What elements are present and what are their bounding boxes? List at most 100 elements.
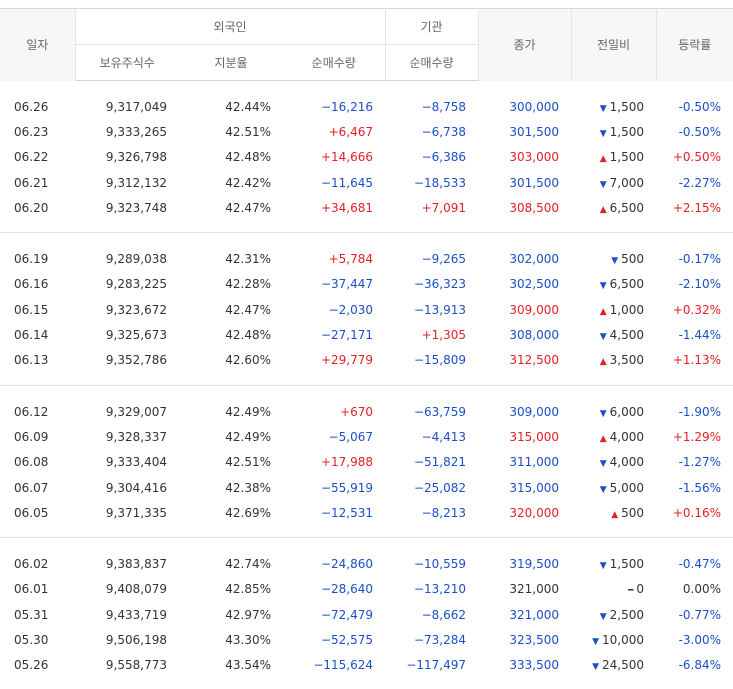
cell-close: 321,000 [509, 582, 560, 597]
cell-change-rate: -2.10% [678, 277, 722, 292]
cell-foreign-net-buy: +29,779 [320, 353, 374, 368]
triangle-down-icon: ▼ [599, 128, 607, 139]
cell-change: ▼ 1,500 [571, 119, 656, 144]
cell-institution-net-buy: −9,265 [421, 252, 467, 267]
cell-close: 309,000 [509, 302, 560, 317]
cell-foreign-net-buy: −72,479 [320, 607, 374, 622]
cell-change-rate: -0.47% [678, 557, 722, 572]
cell-close: 301,500 [509, 175, 560, 190]
cell-change: ▲ 1,000 [571, 297, 656, 322]
change-value: 1,500 [609, 150, 645, 165]
cell-close: 320,000 [509, 505, 560, 520]
cell-holdings: 9,371,335 [105, 505, 167, 520]
cell-institution-net-buy: −117,497 [406, 658, 467, 673]
triangle-down-icon: ▼ [592, 662, 600, 673]
spacer [0, 385, 733, 399]
cell-foreign-net-buy: −12,531 [320, 505, 374, 520]
cell-change-rate: +0.32% [672, 302, 722, 317]
table-row: 06.14 9,325,673 42.48% −27,171 +1,305 308,000… [0, 322, 733, 347]
cell-date: 06.14 [14, 328, 49, 343]
header-foreign: 외국인 [75, 8, 386, 45]
change-value: 6,500 [609, 277, 645, 292]
cell-institution-net-buy: −13,210 [413, 582, 467, 597]
cell-institution-net-buy: −15,809 [413, 353, 467, 368]
table-row: 06.07 9,304,416 42.38% −55,919 −25,082 315,00… [0, 475, 733, 500]
table-row: 05.26 9,558,773 43.54% −115,624 −117,497 333,… [0, 653, 733, 678]
header-holdings: 보유주식수 [75, 44, 179, 81]
change-value: 5,000 [609, 480, 645, 495]
group-divider [0, 525, 733, 539]
cell-change-rate: -0.50% [678, 124, 722, 139]
cell-change: ▼ 6,000 [571, 399, 656, 424]
cell-holdings: 9,304,416 [105, 480, 167, 495]
change-value: 4,500 [609, 328, 645, 343]
cell-change: ▼ 1,500 [571, 94, 656, 119]
cell-ratio: 42.38% [225, 480, 271, 495]
cell-close: 311,000 [509, 455, 560, 470]
cell-date: 06.20 [14, 200, 49, 215]
cell-change-rate: -2.27% [678, 175, 722, 190]
cell-change: ▼ 5,000 [571, 475, 656, 500]
cell-close: 309,000 [509, 404, 560, 419]
cell-close: 333,500 [509, 658, 560, 673]
table-row: 06.13 9,352,786 42.60% +29,779 −15,809 312,50… [0, 348, 733, 373]
change-value: 1,500 [609, 557, 645, 572]
header-institution: 기관 [385, 8, 479, 45]
cell-foreign-net-buy: −24,860 [320, 557, 374, 572]
cell-holdings: 9,323,748 [105, 200, 167, 215]
change-value: 1,500 [609, 99, 645, 114]
cell-change: ▼ 1,500 [571, 551, 656, 576]
cell-change: ▲ 6,500 [571, 195, 656, 220]
header-foreign-net-buy: 순매수량 [283, 44, 386, 81]
cell-institution-net-buy: −6,738 [421, 124, 467, 139]
cell-holdings: 9,289,038 [105, 252, 167, 267]
cell-holdings: 9,328,337 [105, 429, 167, 444]
cell-foreign-net-buy: −16,216 [320, 99, 374, 114]
cell-date: 06.16 [14, 277, 49, 292]
triangle-down-icon: ▼ [599, 332, 607, 343]
triangle-down-icon: ▼ [599, 611, 607, 622]
cell-foreign-net-buy: −37,447 [320, 277, 374, 292]
triangle-down-icon: ▼ [599, 484, 607, 495]
triangle-up-icon: ▲ [599, 357, 607, 368]
table-row: 06.26 9,317,049 42.44% −16,216 −8,758 300,000… [0, 94, 733, 119]
spacer [0, 538, 733, 552]
cell-holdings: 9,433,719 [105, 607, 167, 622]
cell-ratio: 42.44% [225, 99, 271, 114]
cell-date: 06.09 [14, 429, 49, 444]
cell-holdings: 9,312,132 [105, 175, 167, 190]
cell-close: 302,500 [509, 277, 560, 292]
change-value: 1,500 [609, 124, 645, 139]
spacer [0, 81, 733, 95]
cell-date: 06.13 [14, 353, 49, 368]
table-row: 05.30 9,506,198 43.30% −52,575 −73,284 323,50… [0, 627, 733, 652]
cell-change-rate: +0.16% [672, 505, 722, 520]
cell-change: ▼ 4,000 [571, 450, 656, 475]
cell-holdings: 9,383,837 [105, 557, 167, 572]
cell-holdings: 9,317,049 [105, 99, 167, 114]
cell-change-rate: 0.00% [682, 582, 722, 597]
cell-foreign-net-buy: −27,171 [320, 328, 374, 343]
cell-change: ▼ 2,500 [571, 602, 656, 627]
cell-close: 323,500 [509, 632, 560, 647]
cell-ratio: 42.69% [225, 505, 271, 520]
triangle-down-icon: ▼ [599, 408, 607, 419]
cell-holdings: 9,323,672 [105, 302, 167, 317]
cell-institution-net-buy: −4,413 [421, 429, 467, 444]
table-row: 06.22 9,326,798 42.48% +14,666 −6,386 303,000… [0, 145, 733, 170]
cell-holdings: 9,506,198 [105, 632, 167, 647]
triangle-up-icon: ▲ [599, 433, 607, 444]
header-date: 일자 [0, 8, 76, 81]
cell-date: 06.01 [14, 582, 49, 597]
cell-change: ▼ 10,000 [571, 627, 656, 652]
change-value: 1,000 [609, 302, 645, 317]
cell-holdings: 9,325,673 [105, 328, 167, 343]
change-value: 500 [621, 505, 645, 520]
cell-close: 303,000 [509, 150, 560, 165]
change-value: 24,500 [602, 658, 645, 673]
group-divider [0, 220, 733, 234]
change-value: 10,000 [602, 632, 645, 647]
cell-change: ▼ 7,000 [571, 170, 656, 195]
cell-holdings: 9,283,225 [105, 277, 167, 292]
header-change: 전일비 [571, 8, 657, 81]
